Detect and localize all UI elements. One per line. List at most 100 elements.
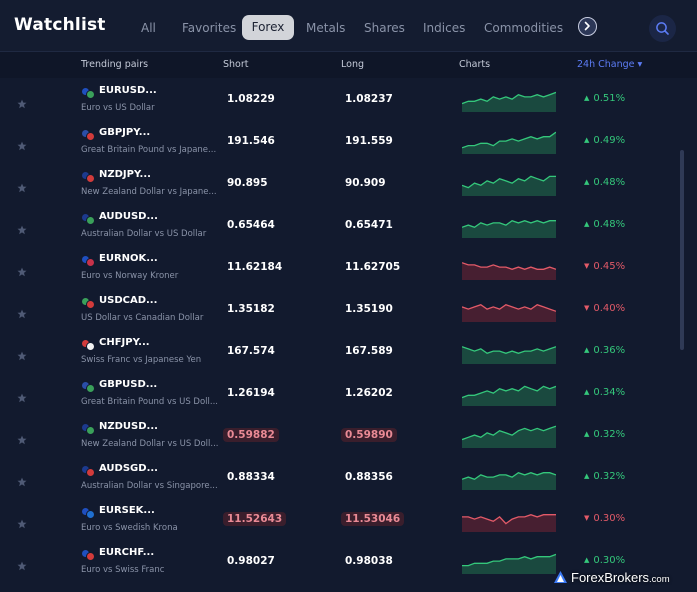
table-row[interactable]: AUDUSD... Australian Dollar vs US Dollar 0… xyxy=(0,204,670,246)
tab-forex[interactable]: Forex xyxy=(242,15,294,40)
favorite-star-icon[interactable] xyxy=(17,388,27,407)
table-row[interactable]: EURNOK... Euro vs Norway Kroner 11.62184 11… xyxy=(0,246,670,288)
table-row[interactable]: NZDJPY... New Zealand Dollar vs Japane...… xyxy=(0,162,670,204)
table-row[interactable]: EURCHF... Euro vs Swiss Franc 0.98027 0.980… xyxy=(0,540,670,582)
favorite-star-icon[interactable] xyxy=(17,220,27,239)
pair-symbol: NZDUSD... xyxy=(99,421,158,432)
long-price[interactable]: 0.65471 xyxy=(345,219,393,231)
column-header-24h-change[interactable]: 24h Change ▾ xyxy=(577,59,642,70)
table-row[interactable]: GBPUSD... Great Britain Pound vs US Doll.… xyxy=(0,372,670,414)
long-price[interactable]: 1.26202 xyxy=(345,387,393,399)
favorite-star-icon[interactable] xyxy=(17,430,27,449)
long-price[interactable]: 1.08237 xyxy=(345,93,393,105)
sparkline-area xyxy=(462,176,556,196)
favorite-star-icon[interactable] xyxy=(17,304,27,323)
short-price[interactable]: 11.52643 xyxy=(223,512,287,526)
pair-description: Euro vs US Dollar xyxy=(81,103,155,113)
favorite-star-icon[interactable] xyxy=(17,178,27,197)
table-row[interactable]: AUDSGD... Australian Dollar vs Singapore.… xyxy=(0,456,670,498)
sparkline-line xyxy=(462,303,556,312)
short-price[interactable]: 90.895 xyxy=(227,177,268,189)
column-header-long[interactable]: Long xyxy=(341,59,364,70)
change-cell: ▲ 0.51% xyxy=(584,93,625,104)
table-row[interactable]: EURUSD... Euro vs US Dollar 1.08229 1.08237… xyxy=(0,78,670,120)
long-price[interactable]: 0.98038 xyxy=(345,555,393,567)
table-row[interactable]: NZDUSD... New Zealand Dollar vs US Doll..… xyxy=(0,414,670,456)
change-cell: ▲ 0.48% xyxy=(584,177,625,188)
change-cell: ▼ 0.45% xyxy=(584,261,625,272)
long-price[interactable]: 90.909 xyxy=(345,177,386,189)
favorite-star-icon[interactable] xyxy=(17,514,27,533)
short-price[interactable]: 1.08229 xyxy=(227,93,275,105)
short-price[interactable]: 167.574 xyxy=(227,345,275,357)
tab-commodities[interactable]: Commodities xyxy=(484,21,564,35)
sparkline-chart xyxy=(462,385,556,406)
short-price[interactable]: 0.98027 xyxy=(227,555,275,567)
tab-indices[interactable]: Indices xyxy=(423,21,466,35)
sparkline-area xyxy=(462,472,556,490)
short-price[interactable]: 0.65464 xyxy=(227,219,275,231)
change-value: 0.30% xyxy=(593,555,626,566)
table-row[interactable]: USDCAD... US Dollar vs Canadian Dollar 1.3… xyxy=(0,288,670,330)
long-price[interactable]: 167.589 xyxy=(345,345,393,357)
currency-flags-icon xyxy=(81,549,95,561)
favorite-star-icon[interactable] xyxy=(17,262,27,281)
table-row[interactable]: GBPJPY... Great Britain Pound vs Japane..… xyxy=(0,120,670,162)
change-value: 0.36% xyxy=(593,345,626,356)
currency-flags-icon xyxy=(81,381,95,393)
tabs-next-button[interactable] xyxy=(578,17,597,36)
long-price[interactable]: 1.35190 xyxy=(345,303,393,315)
pair-symbol: EURCHF... xyxy=(99,547,155,558)
currency-flags-icon xyxy=(81,171,95,183)
change-value: 0.51% xyxy=(593,93,626,104)
change-value: 0.34% xyxy=(593,387,626,398)
pair-symbol: EURUSD... xyxy=(99,85,157,96)
pair-symbol: CHFJPY... xyxy=(99,337,150,348)
chevron-right-icon xyxy=(584,21,590,31)
change-cell: ▲ 0.32% xyxy=(584,429,625,440)
short-price[interactable]: 0.88334 xyxy=(227,471,275,483)
table-row[interactable]: CHFJPY... Swiss Franc vs Japanese Yen 167.… xyxy=(0,330,670,372)
long-price[interactable]: 11.62705 xyxy=(345,261,401,273)
table-row[interactable]: EURSEK... Euro vs Swedish Krona 11.52643 11… xyxy=(0,498,670,540)
column-header-short[interactable]: Short xyxy=(223,59,249,70)
long-price[interactable]: 11.53046 xyxy=(341,512,405,526)
tab-metals[interactable]: Metals xyxy=(306,21,346,35)
tab-favorites[interactable]: Favorites xyxy=(182,21,237,35)
tab-all[interactable]: All xyxy=(141,21,156,35)
short-price[interactable]: 11.62184 xyxy=(227,261,283,273)
search-button[interactable] xyxy=(649,15,676,42)
scrollbar[interactable] xyxy=(680,150,684,350)
sparkline-area xyxy=(462,346,556,364)
short-price[interactable]: 1.35182 xyxy=(227,303,275,315)
pair-description: Great Britain Pound vs Japane... xyxy=(81,145,217,155)
favorite-star-icon[interactable] xyxy=(17,556,27,575)
tab-shares[interactable]: Shares xyxy=(364,21,405,35)
short-price[interactable]: 191.546 xyxy=(227,135,275,147)
favorite-star-icon[interactable] xyxy=(17,94,27,113)
sparkline-area xyxy=(462,92,556,112)
sparkline-line xyxy=(462,471,556,481)
long-price[interactable]: 0.59890 xyxy=(341,428,397,442)
brand-logo-icon xyxy=(554,571,567,583)
long-price[interactable]: 191.559 xyxy=(345,135,393,147)
favorite-star-icon[interactable] xyxy=(17,346,27,365)
sparkline-line xyxy=(462,425,556,441)
change-value: 0.32% xyxy=(593,471,626,482)
arrow-up-icon: ▲ xyxy=(584,136,590,144)
sparkline-line xyxy=(462,219,556,229)
favorite-star-icon[interactable] xyxy=(17,136,27,155)
arrow-up-icon: ▲ xyxy=(584,388,590,396)
sparkline-chart xyxy=(462,553,556,574)
favorite-star-icon[interactable] xyxy=(17,472,27,491)
change-value: 0.30% xyxy=(593,513,626,524)
pair-description: Euro vs Swedish Krona xyxy=(81,523,178,533)
change-cell: ▲ 0.49% xyxy=(584,135,625,146)
short-price[interactable]: 0.59882 xyxy=(223,428,279,442)
long-price[interactable]: 0.88356 xyxy=(345,471,393,483)
pair-description: Great Britain Pound vs US Doll... xyxy=(81,397,218,407)
short-price[interactable]: 1.26194 xyxy=(227,387,275,399)
currency-flags-icon xyxy=(81,465,95,477)
sparkline-area xyxy=(462,386,556,406)
change-cell: ▲ 0.32% xyxy=(584,471,625,482)
